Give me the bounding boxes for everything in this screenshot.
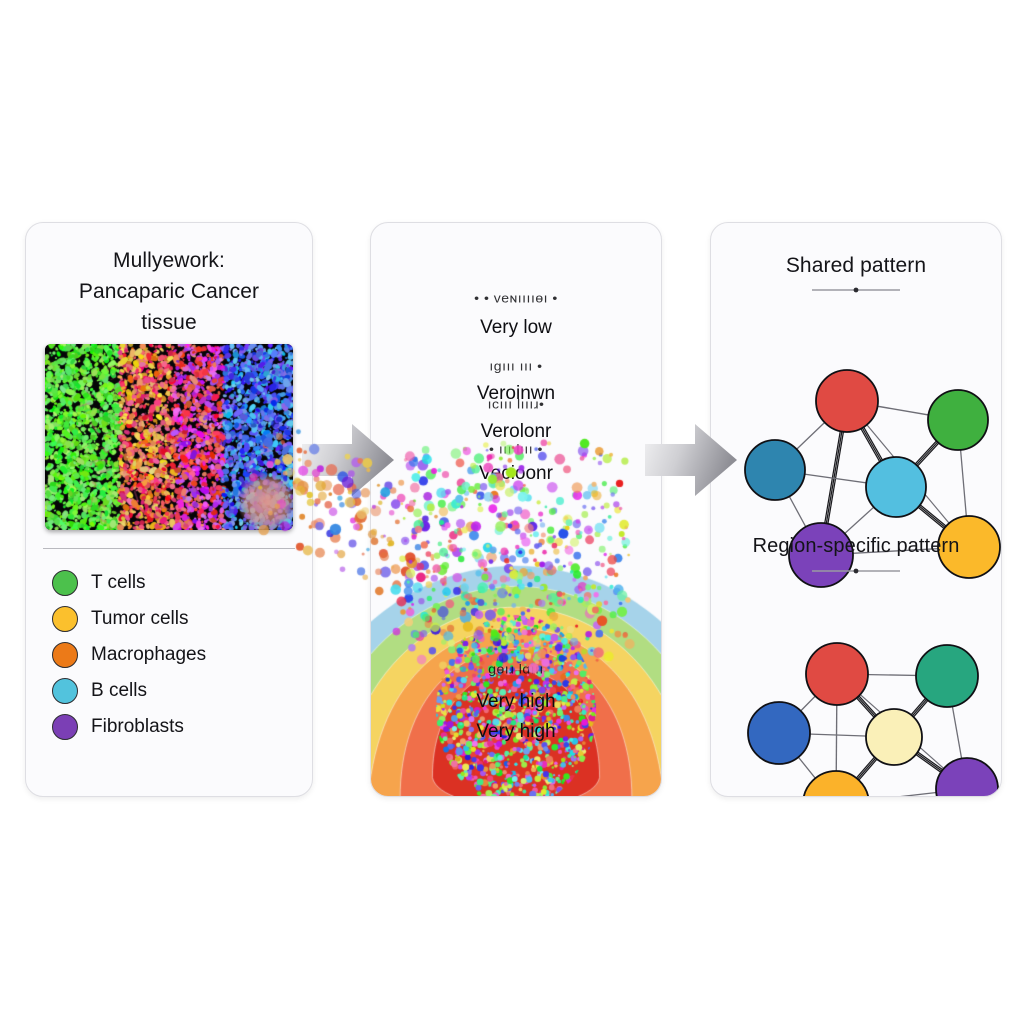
- title-line-1: Mullyework:: [113, 249, 225, 272]
- ring-garbled-text-2: ıсııı lıııɹ•: [487, 396, 545, 412]
- network-node-red[interactable]: [805, 642, 869, 706]
- legend-swatch-icon: [52, 570, 78, 596]
- legend-swatch-icon: [52, 714, 78, 740]
- ring-garbled-text-3: • ııı lııı •: [489, 441, 543, 457]
- ring-label-3: Vecioonr: [479, 463, 553, 484]
- region-specific-network: [747, 642, 999, 797]
- panel-input-tissue: Mullyework: Pancaparic Cancer tissue T c…: [25, 222, 313, 797]
- legend-item-fibroblasts: Fibroblasts: [52, 709, 206, 745]
- ring-garbled-text-1: ıɡııı ııı •: [489, 358, 543, 374]
- legend-item-tumor-cells: Tumor cells: [52, 601, 206, 637]
- legend-label: T cells: [91, 572, 146, 593]
- title-line-2: Pancaparic Cancer: [78, 280, 260, 303]
- legend-swatch-icon: [52, 642, 78, 668]
- panel-network-patterns: Shared pattern Region-specific pattern: [710, 222, 1002, 797]
- panel-density-rings: • • veɴııııɵı • Very low ıɡııı ııı • Veroin…: [370, 222, 662, 797]
- legend-item-t-cells: T cells: [52, 565, 206, 601]
- network-node-red[interactable]: [815, 369, 879, 433]
- edge-weight-scale-bottom: [812, 568, 900, 574]
- shared-pattern-title: Shared pattern: [785, 254, 927, 277]
- legend-label: Tumor cells: [91, 608, 189, 629]
- arrow-tissue-to-rings: [302, 424, 394, 496]
- network-node-purple[interactable]: [935, 757, 999, 797]
- network-node-blue[interactable]: [744, 439, 806, 501]
- cell-type-legend: T cells Tumor cells Macrophages B cells Fibr…: [52, 565, 206, 745]
- ring-label-2: Verolonr: [480, 421, 552, 442]
- arrow-rings-to-networks: [645, 424, 737, 496]
- network-node-green[interactable]: [927, 389, 989, 451]
- network-node-blue[interactable]: [747, 701, 811, 765]
- page-title: Mullyework: Pancaparic Cancer tissue: [26, 245, 312, 338]
- legend-item-b-cells: B cells: [52, 673, 206, 709]
- legend-item-macrophages: Macrophages: [52, 637, 206, 673]
- legend-swatch-icon: [52, 678, 78, 704]
- legend-swatch-icon: [52, 606, 78, 632]
- legend-label: B cells: [91, 680, 147, 701]
- ring-label-0: Very low: [480, 317, 552, 338]
- edge-weight-scale-top: [812, 287, 900, 293]
- ring-label-5: Very high: [476, 721, 556, 742]
- process-arrow: [302, 424, 394, 496]
- process-arrow: [645, 424, 737, 496]
- ring-garbled-text-0: • • veɴııııɵı •: [474, 290, 558, 306]
- network-node-teal[interactable]: [915, 644, 979, 708]
- tissue-micrograph: [45, 344, 293, 530]
- legend-label: Macrophages: [91, 644, 207, 665]
- ring-garbled-text-4: ɡɵıɹ lɑııı: [488, 661, 544, 677]
- legend-divider: [43, 548, 295, 549]
- region-pattern-title: Region-specific pattern: [752, 535, 960, 557]
- ring-label-4: Very high: [476, 691, 556, 712]
- title-line-3: tissue: [141, 311, 197, 334]
- legend-label: Fibroblasts: [91, 716, 184, 737]
- network-node-lightblue[interactable]: [865, 456, 927, 518]
- network-node-cream[interactable]: [865, 708, 923, 766]
